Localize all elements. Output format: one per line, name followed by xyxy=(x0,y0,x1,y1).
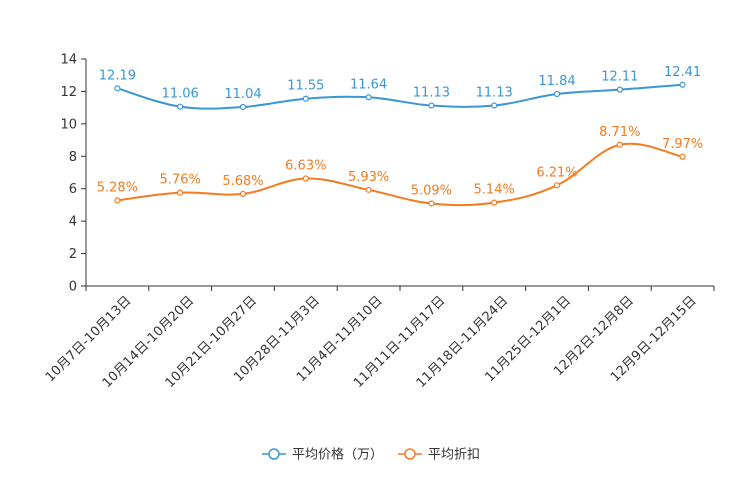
data-label: 5.76% xyxy=(160,173,201,188)
data-label: 6.21% xyxy=(536,165,577,180)
y-tick-label: 2 xyxy=(69,247,77,262)
data-label: 11.06 xyxy=(162,87,199,102)
data-label: 11.04 xyxy=(224,87,261,102)
series-line xyxy=(117,142,683,207)
y-tick-label: 0 xyxy=(69,280,77,295)
legend-label: 平均价格（万） xyxy=(292,447,383,463)
data-point[interactable] xyxy=(177,103,184,110)
data-point[interactable] xyxy=(616,86,623,93)
data-point[interactable] xyxy=(239,103,247,111)
data-label: 11.13 xyxy=(476,86,513,101)
data-label: 6.63% xyxy=(285,158,326,173)
data-point[interactable] xyxy=(553,182,561,189)
legend: 平均价格（万） 平均折扣 xyxy=(262,447,480,463)
data-point[interactable] xyxy=(114,85,121,92)
data-point[interactable] xyxy=(177,189,184,196)
data-point[interactable] xyxy=(428,102,435,109)
series-avg-discount: 5.28% 5.76% 5.68% 6.63% 5.93% 5.09% 5.14% 6.21%… xyxy=(97,125,703,207)
data-point[interactable] xyxy=(491,199,498,206)
data-label: 11.64 xyxy=(350,77,387,92)
y-axis: 0 2 4 6 8 10 12 14 xyxy=(60,53,87,295)
y-tick-label: 12 xyxy=(60,85,77,100)
x-axis: 10月7日-10月13日10月14日-10月20日10月21日-10月27日10… xyxy=(43,285,715,391)
data-label: 11.84 xyxy=(538,74,575,89)
data-label: 5.68% xyxy=(222,174,263,189)
data-label: 5.28% xyxy=(97,180,138,195)
data-label: 12.19 xyxy=(99,68,136,83)
data-point[interactable] xyxy=(428,200,435,207)
data-label: 5.93% xyxy=(348,170,389,185)
data-point[interactable] xyxy=(679,153,686,160)
data-point[interactable] xyxy=(239,190,247,198)
y-tick-label: 4 xyxy=(69,215,77,230)
y-tick-label: 10 xyxy=(60,117,77,132)
data-point[interactable] xyxy=(553,90,561,98)
y-tick-label: 6 xyxy=(69,182,77,197)
data-label: 11.13 xyxy=(413,86,450,101)
data-point[interactable] xyxy=(679,81,686,88)
y-tick-label: 8 xyxy=(69,150,77,165)
data-label: 7.97% xyxy=(662,137,703,152)
data-point[interactable] xyxy=(491,102,498,109)
series-line xyxy=(117,83,683,110)
series-avg-price: 12.19 11.06 11.04 11.55 11.64 11.13 11.13 11.84… xyxy=(99,65,701,111)
data-label: 11.55 xyxy=(287,79,324,94)
data-label: 5.14% xyxy=(474,183,515,198)
legend-item-avg-discount[interactable]: 平均折扣 xyxy=(398,448,480,463)
series-layer: 12.19 11.06 11.04 11.55 11.64 11.13 11.13 11.84… xyxy=(97,65,703,207)
data-label: 8.71% xyxy=(599,125,640,140)
data-point[interactable] xyxy=(365,186,372,193)
y-tick-label: 14 xyxy=(60,53,77,68)
data-label: 12.11 xyxy=(601,70,638,85)
data-label: 5.09% xyxy=(411,183,452,198)
data-point[interactable] xyxy=(365,94,372,101)
data-point[interactable] xyxy=(616,141,623,148)
data-point[interactable] xyxy=(302,175,309,182)
data-point[interactable] xyxy=(302,95,309,102)
data-label: 12.41 xyxy=(664,65,701,80)
legend-item-avg-price[interactable]: 平均价格（万） xyxy=(262,447,383,463)
legend-marker-icon xyxy=(268,448,280,460)
legend-marker-icon xyxy=(404,448,416,460)
legend-label: 平均折扣 xyxy=(428,448,480,463)
data-point[interactable] xyxy=(114,197,121,204)
